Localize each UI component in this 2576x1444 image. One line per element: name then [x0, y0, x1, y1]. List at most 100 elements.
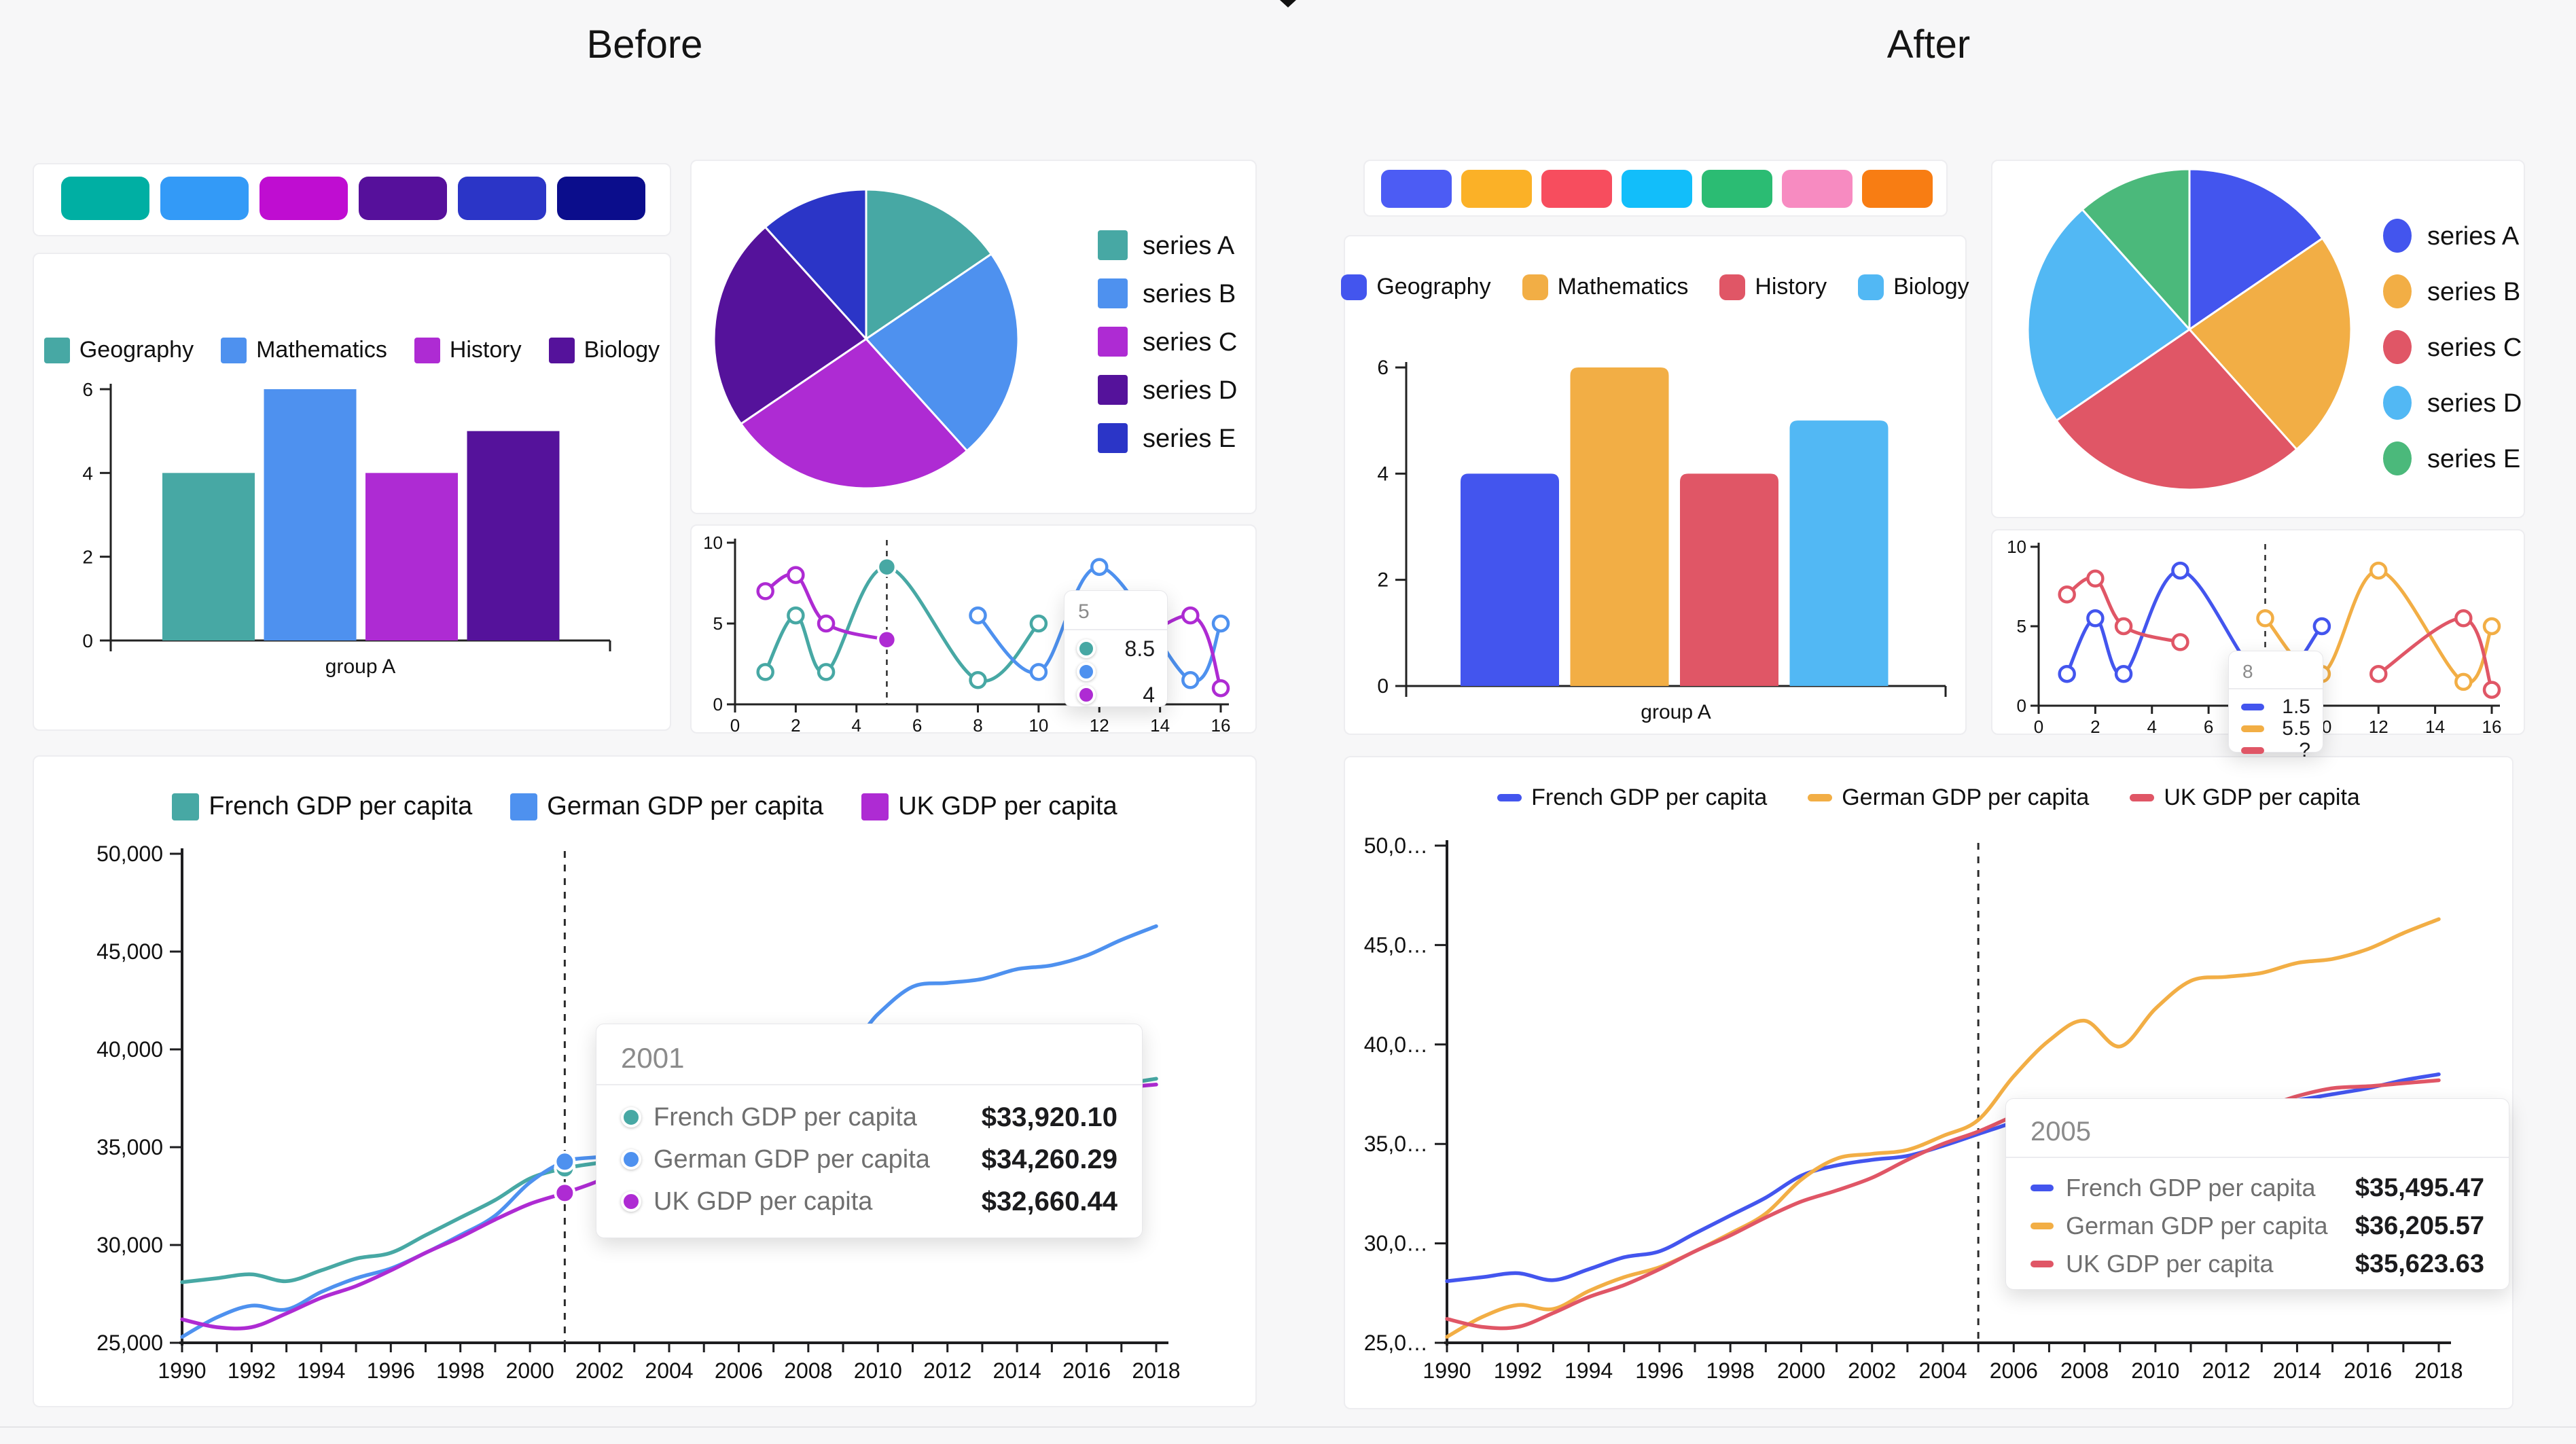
- legend-item-series-B[interactable]: series B: [2383, 274, 2520, 308]
- legend-item-german-gdp-per-capita[interactable]: German GDP per capita: [1808, 784, 2089, 811]
- hover-data-point[interactable]: [876, 630, 897, 650]
- legend-item-german-gdp-per-capita[interactable]: German GDP per capita: [510, 792, 823, 821]
- legend-item-series-C[interactable]: series C: [1098, 327, 1237, 357]
- hover-data-point[interactable]: [876, 556, 897, 577]
- pie-slice-series-A[interactable]: [2188, 168, 2324, 331]
- data-point[interactable]: [1181, 671, 1200, 689]
- legend-item-mathematics[interactable]: Mathematics: [221, 337, 387, 363]
- legend-item-series-C[interactable]: series C: [2383, 330, 2522, 364]
- data-point[interactable]: [2058, 664, 2076, 683]
- tooltip-header: 5: [1078, 600, 1090, 623]
- data-point[interactable]: [1211, 614, 1230, 633]
- tooltip-series-label: German GDP per capita: [2066, 1212, 2328, 1240]
- pie-slice-series-C[interactable]: [2055, 328, 2298, 491]
- data-point[interactable]: [2369, 664, 2388, 683]
- data-point[interactable]: [2114, 664, 2133, 683]
- hover-data-point[interactable]: [554, 1151, 576, 1173]
- legend-item-french-gdp-per-capita[interactable]: French GDP per capita: [1497, 784, 1767, 811]
- after-bar-legend: Geography Mathematics History Biology: [1341, 274, 1969, 300]
- x-axis-label: 2008: [784, 1358, 832, 1383]
- legend-item-geography[interactable]: Geography: [1341, 274, 1491, 300]
- hover-data-point[interactable]: [554, 1182, 576, 1204]
- legend-label: series A: [1143, 232, 1235, 260]
- data-point[interactable]: [2454, 672, 2473, 691]
- pie-slice-series-B[interactable]: [2188, 237, 2353, 451]
- data-point[interactable]: [1029, 614, 1048, 633]
- data-point[interactable]: [1090, 558, 1109, 576]
- pie-slice-series-A[interactable]: [865, 188, 992, 340]
- legend-item-series-E[interactable]: series E: [2383, 441, 2520, 475]
- legend-item-series-D[interactable]: series D: [1098, 375, 1237, 405]
- legend-marker: [1098, 423, 1128, 453]
- x-axis-label: 2004: [645, 1358, 693, 1383]
- legend-item-french-gdp-per-capita[interactable]: French GDP per capita: [172, 792, 472, 821]
- legend-item-biology[interactable]: Biology: [548, 337, 660, 363]
- data-point[interactable]: [2114, 617, 2133, 636]
- data-point[interactable]: [1211, 679, 1230, 698]
- data-point[interactable]: [2482, 681, 2501, 699]
- data-point[interactable]: [2058, 585, 2076, 604]
- legend-item-series-A[interactable]: series A: [1098, 230, 1235, 260]
- line-series[interactable]: [2065, 575, 2182, 644]
- tooltip-series-marker: [2031, 1185, 2054, 1191]
- data-point[interactable]: [756, 663, 774, 681]
- data-point[interactable]: [756, 582, 774, 600]
- data-point[interactable]: [787, 606, 805, 625]
- data-point[interactable]: [2454, 609, 2473, 628]
- data-point[interactable]: [2312, 617, 2331, 636]
- palette-swatch: [61, 177, 149, 220]
- pie-slice-series-B[interactable]: [865, 253, 1020, 452]
- x-axis-label: 2016: [1062, 1358, 1111, 1383]
- y-axis-label: 2: [1377, 569, 1389, 592]
- pie-slice-series-E[interactable]: [2081, 168, 2191, 331]
- legend-item-history[interactable]: History: [414, 337, 522, 363]
- data-point[interactable]: [1029, 663, 1048, 681]
- pie-slice-series-E[interactable]: [764, 188, 867, 340]
- legend-item-biology[interactable]: Biology: [1858, 274, 1969, 300]
- bar-history[interactable]: [1680, 473, 1778, 686]
- data-point[interactable]: [2086, 569, 2105, 588]
- y-axis-label: 6: [1377, 357, 1389, 379]
- bar-geography[interactable]: [1461, 473, 1559, 686]
- legend-item-geography[interactable]: Geography: [43, 337, 194, 363]
- gdp-line-german[interactable]: [1445, 917, 2441, 1339]
- data-point[interactable]: [969, 671, 987, 689]
- bar-history[interactable]: [365, 473, 458, 640]
- data-point[interactable]: [817, 614, 836, 633]
- after-title: After: [1886, 22, 1971, 67]
- legend-item-uk-gdp-per-capita[interactable]: UK GDP per capita: [861, 792, 1117, 821]
- bar-geography[interactable]: [162, 473, 255, 640]
- legend-item-uk-gdp-per-capita[interactable]: UK GDP per capita: [2130, 784, 2360, 811]
- data-point[interactable]: [1181, 606, 1200, 625]
- legend-item-mathematics[interactable]: Mathematics: [1522, 274, 1688, 300]
- y-axis-label: 5: [2017, 616, 2026, 636]
- line-series[interactable]: [764, 565, 1041, 683]
- bar-mathematics[interactable]: [1570, 367, 1669, 686]
- pie-slice-series-D[interactable]: [713, 225, 867, 425]
- x-axis-label: 2018: [2414, 1358, 2463, 1383]
- data-point[interactable]: [2171, 561, 2189, 580]
- legend-item-series-A[interactable]: series A: [2383, 219, 2520, 253]
- before-gdp-card: French GDP per capita German GDP per capi…: [33, 755, 1257, 1407]
- data-point[interactable]: [2369, 561, 2388, 580]
- data-point[interactable]: [2171, 633, 2189, 651]
- pie-slice-series-D[interactable]: [2026, 208, 2191, 422]
- bar-biology[interactable]: [467, 431, 560, 640]
- x-axis-label: 2008: [2060, 1358, 2109, 1383]
- bar-biology[interactable]: [1789, 420, 1889, 686]
- line-series[interactable]: [764, 572, 889, 642]
- bar-mathematics[interactable]: [264, 389, 357, 640]
- legend-item-series-E[interactable]: series E: [1098, 423, 1236, 453]
- data-point[interactable]: [2256, 609, 2274, 628]
- data-point[interactable]: [969, 606, 987, 625]
- pie-slice-series-C[interactable]: [740, 338, 968, 490]
- data-point[interactable]: [817, 663, 836, 681]
- data-point[interactable]: [2086, 609, 2105, 628]
- tooltip-series-marker: [2031, 1261, 2054, 1267]
- legend-item-series-D[interactable]: series D: [2383, 386, 2522, 420]
- data-point[interactable]: [2482, 617, 2501, 636]
- legend-item-series-B[interactable]: series B: [1098, 278, 1236, 308]
- data-point[interactable]: [787, 566, 805, 584]
- legend-item-history[interactable]: History: [1719, 274, 1827, 300]
- x-axis-label: 1990: [1423, 1358, 1471, 1383]
